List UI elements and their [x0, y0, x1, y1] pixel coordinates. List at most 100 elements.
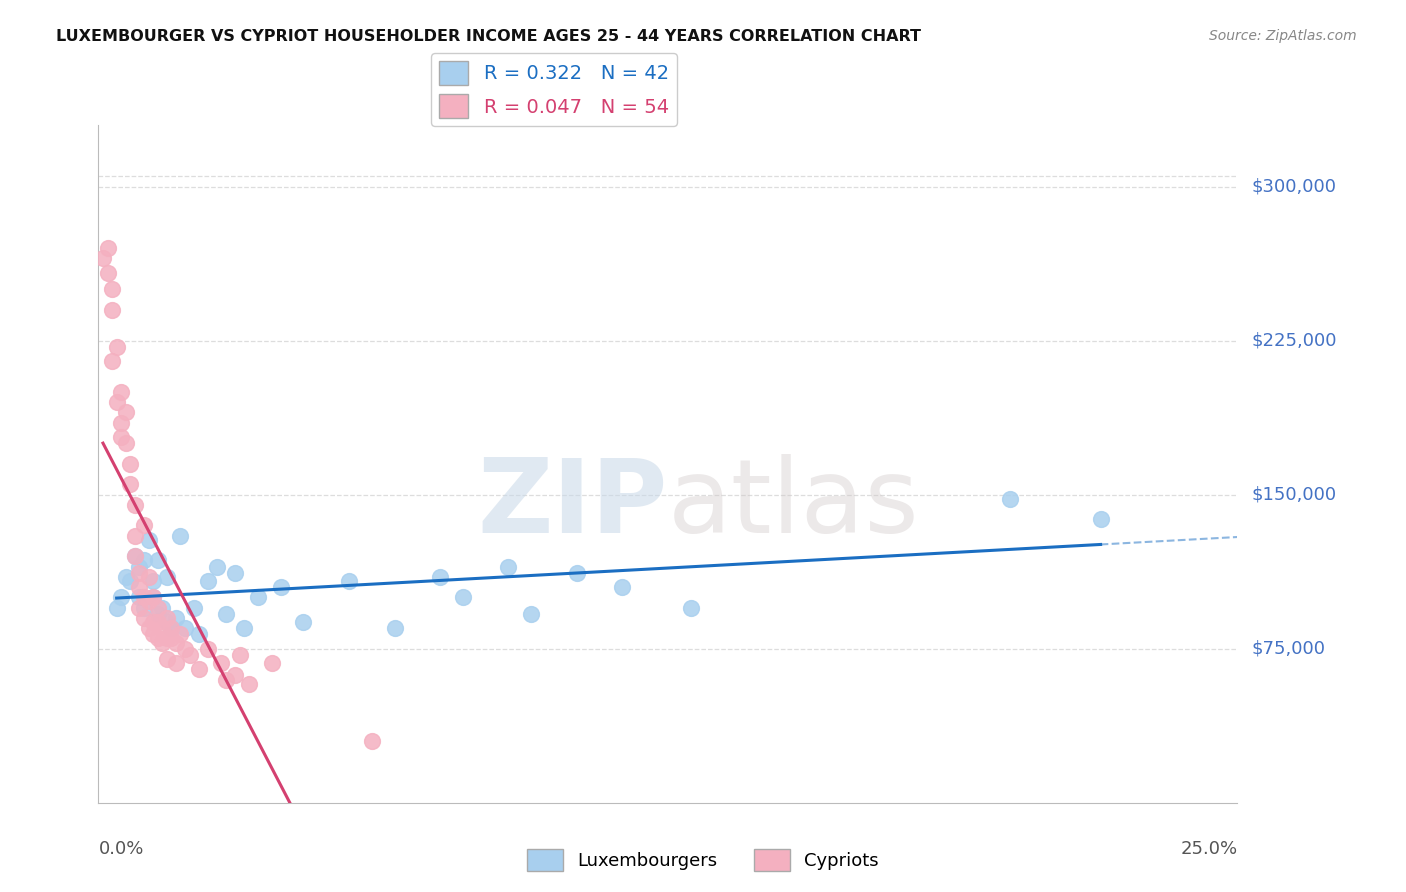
Point — [165, 635, 187, 649]
Point — [146, 632, 169, 646]
Point — [96, 266, 118, 280]
Point — [215, 673, 238, 687]
Point — [429, 570, 451, 584]
Point — [179, 648, 201, 662]
Point — [679, 600, 702, 615]
Point — [228, 648, 250, 662]
Point — [174, 621, 197, 635]
Text: atlas: atlas — [668, 454, 920, 555]
Text: $75,000: $75,000 — [1251, 640, 1326, 657]
Point — [132, 553, 155, 567]
Point — [156, 570, 179, 584]
Point — [142, 627, 165, 641]
Point — [101, 302, 124, 317]
Point — [110, 416, 132, 430]
Point — [150, 621, 173, 635]
Point — [160, 632, 183, 646]
Point — [998, 491, 1021, 506]
Point — [224, 566, 246, 580]
Point — [165, 611, 187, 625]
Point — [138, 570, 160, 584]
Text: $300,000: $300,000 — [1251, 178, 1336, 195]
Point — [165, 656, 187, 670]
Point — [124, 549, 146, 564]
Point — [114, 436, 136, 450]
Point — [565, 566, 588, 580]
Text: ZIP: ZIP — [478, 454, 668, 555]
Point — [124, 529, 146, 543]
Point — [498, 559, 520, 574]
Point — [114, 570, 136, 584]
Point — [132, 600, 155, 615]
Point — [205, 559, 228, 574]
Point — [132, 611, 155, 625]
Point — [150, 635, 173, 649]
Point — [128, 559, 150, 574]
Text: Source: ZipAtlas.com: Source: ZipAtlas.com — [1209, 29, 1357, 44]
Point — [138, 594, 160, 608]
Point — [146, 600, 169, 615]
Text: LUXEMBOURGER VS CYPRIOT HOUSEHOLDER INCOME AGES 25 - 44 YEARS CORRELATION CHART: LUXEMBOURGER VS CYPRIOT HOUSEHOLDER INCO… — [56, 29, 921, 45]
Text: $150,000: $150,000 — [1251, 485, 1336, 504]
Point — [105, 600, 128, 615]
Point — [238, 676, 260, 690]
Point — [110, 591, 132, 605]
Point — [132, 591, 155, 605]
Point — [91, 252, 114, 266]
Point — [142, 591, 165, 605]
Point — [101, 354, 124, 368]
Point — [96, 241, 118, 255]
Point — [128, 600, 150, 615]
Point — [101, 282, 124, 296]
Point — [156, 611, 179, 625]
Point — [114, 405, 136, 419]
Point — [169, 627, 191, 641]
Point — [187, 627, 209, 641]
Point — [138, 621, 160, 635]
Point — [156, 632, 179, 646]
Point — [520, 607, 543, 621]
Point — [110, 430, 132, 444]
Point — [150, 600, 173, 615]
Point — [156, 615, 179, 629]
Point — [128, 580, 150, 594]
Point — [174, 641, 197, 656]
Point — [146, 607, 169, 621]
Point — [183, 600, 205, 615]
Point — [160, 621, 183, 635]
Point — [142, 574, 165, 588]
Point — [128, 566, 150, 580]
Point — [169, 529, 191, 543]
Point — [384, 621, 406, 635]
Point — [360, 734, 382, 748]
Point — [233, 621, 256, 635]
Point — [146, 615, 169, 629]
Point — [120, 457, 142, 471]
Point — [132, 518, 155, 533]
Point — [260, 656, 283, 670]
Point — [612, 580, 634, 594]
Point — [120, 477, 142, 491]
Point — [1090, 512, 1112, 526]
Point — [146, 553, 169, 567]
Point — [209, 656, 232, 670]
Point — [270, 580, 292, 594]
Point — [160, 621, 183, 635]
Point — [197, 641, 219, 656]
Point — [124, 498, 146, 512]
Point — [142, 615, 165, 629]
Point — [337, 574, 360, 588]
Legend: R = 0.322   N = 42, R = 0.047   N = 54: R = 0.322 N = 42, R = 0.047 N = 54 — [432, 54, 676, 126]
Point — [224, 668, 246, 682]
Point — [215, 607, 238, 621]
Point — [187, 662, 209, 676]
Point — [110, 384, 132, 399]
Point — [105, 340, 128, 354]
Point — [120, 574, 142, 588]
Point — [451, 591, 474, 605]
Legend: Luxembourgers, Cypriots: Luxembourgers, Cypriots — [520, 842, 886, 879]
Point — [138, 533, 160, 547]
Text: 0.0%: 0.0% — [98, 840, 143, 858]
Text: $225,000: $225,000 — [1251, 332, 1337, 350]
Point — [197, 574, 219, 588]
